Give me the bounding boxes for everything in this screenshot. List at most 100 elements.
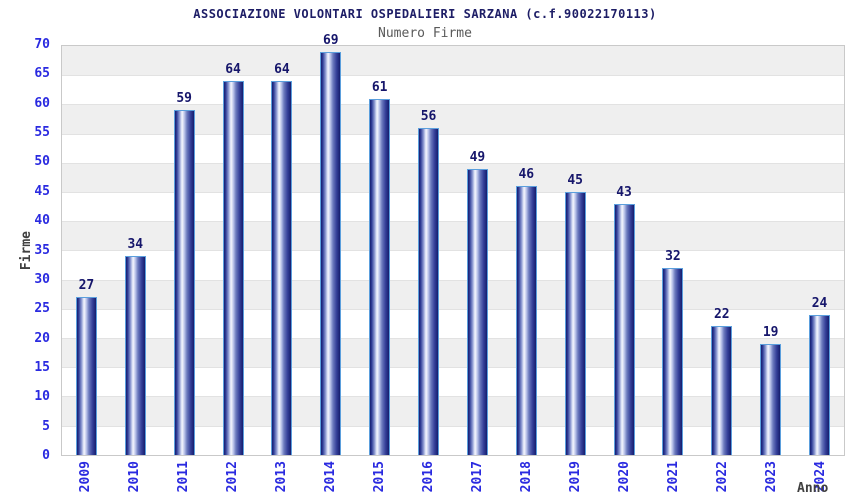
bar-slot-2019: 45 bbox=[551, 46, 600, 455]
x-tick-slot: 2023 bbox=[747, 461, 796, 499]
bar-slot-2009: 27 bbox=[62, 46, 111, 455]
bar-slot-2011: 59 bbox=[160, 46, 209, 455]
x-tick-label: 2009 bbox=[77, 461, 93, 493]
y-tick-label: 65 bbox=[34, 66, 50, 82]
y-axis-ticks: 0 5 10 15 20 25 30 35 40 45 50 55 60 65 70 bbox=[0, 37, 50, 463]
x-tick-label: 2014 bbox=[322, 461, 338, 493]
bar-slot-2018: 46 bbox=[502, 46, 551, 455]
x-tick-slot: 2017 bbox=[453, 461, 502, 499]
x-tick-label: 2021 bbox=[665, 461, 681, 493]
x-tick-label: 2020 bbox=[616, 461, 632, 493]
grid-band bbox=[62, 250, 844, 279]
bar-value-label: 56 bbox=[420, 108, 437, 124]
grid-band bbox=[62, 367, 844, 396]
bar-2015 bbox=[369, 98, 391, 455]
x-tick-label: 2012 bbox=[224, 461, 240, 493]
x-axis-title: Anno bbox=[797, 481, 829, 496]
bar-2023 bbox=[760, 344, 782, 455]
bar-value-label: 34 bbox=[127, 237, 144, 253]
grid-band bbox=[62, 46, 844, 76]
bar-2009 bbox=[75, 297, 97, 455]
bar-value-label: 45 bbox=[567, 173, 584, 189]
bar-slot-2014: 69 bbox=[306, 34, 355, 455]
bar-2022 bbox=[711, 326, 733, 455]
bar-slot-2013: 64 bbox=[258, 46, 307, 455]
x-tick-label: 2015 bbox=[371, 461, 387, 493]
bar-slot-2017: 49 bbox=[453, 46, 502, 455]
x-tick-slot: 2014 bbox=[306, 461, 355, 499]
bar-2019 bbox=[564, 192, 586, 455]
chart-subtitle: Numero Firme bbox=[378, 26, 472, 41]
bar-value-label: 61 bbox=[371, 79, 388, 95]
y-tick-label: 40 bbox=[34, 213, 50, 229]
bar-2021 bbox=[662, 268, 684, 455]
y-tick-label: 55 bbox=[34, 125, 50, 141]
x-tick-label: 2023 bbox=[763, 461, 779, 493]
bar-slot-2012: 64 bbox=[209, 46, 258, 455]
bar-value-label: 59 bbox=[176, 91, 193, 107]
chart-title: ASSOCIAZIONE VOLONTARI OSPEDALIERI SARZA… bbox=[193, 7, 657, 21]
x-tick-slot: 2011 bbox=[159, 461, 208, 499]
bar-2020 bbox=[613, 203, 635, 455]
bar-value-label: 22 bbox=[713, 307, 730, 323]
bar-slot-2023: 19 bbox=[746, 46, 795, 455]
x-tick-label: 2013 bbox=[273, 461, 289, 493]
bar-2011 bbox=[173, 110, 195, 455]
bar-slot-2010: 34 bbox=[111, 46, 160, 455]
bar-slot-2024: 24 bbox=[795, 46, 844, 455]
bar-2024 bbox=[809, 314, 831, 455]
bar-2018 bbox=[515, 186, 537, 455]
y-tick-label: 0 bbox=[42, 448, 50, 463]
bar-slot-2021: 32 bbox=[649, 46, 698, 455]
x-tick-slot: 2019 bbox=[551, 461, 600, 499]
x-tick-label: 2016 bbox=[420, 461, 436, 493]
bar-value-label: 64 bbox=[225, 62, 241, 78]
bar-slot-2016: 56 bbox=[404, 46, 453, 455]
y-tick-label: 50 bbox=[34, 154, 50, 170]
bar-value-label: 19 bbox=[762, 325, 779, 340]
y-tick-label: 35 bbox=[34, 242, 50, 258]
y-tick-label: 25 bbox=[34, 301, 50, 317]
x-tick-slot: 2015 bbox=[355, 461, 404, 499]
bar-value-label: 46 bbox=[518, 167, 535, 183]
bar-2012 bbox=[222, 81, 244, 455]
bar-2016 bbox=[418, 127, 440, 455]
x-tick-slot: 2021 bbox=[649, 461, 698, 499]
grid-band bbox=[62, 308, 844, 338]
plot-area: 27 34 59 64 64 69 61 56 49 46 45 43 32 22 19 24 bbox=[61, 34, 845, 456]
bar-value-label: 32 bbox=[665, 249, 681, 265]
bar-value-label: 69 bbox=[322, 32, 339, 48]
y-tick-label: 5 bbox=[42, 418, 50, 434]
x-tick-slot: 2020 bbox=[600, 461, 649, 499]
x-tick-label: 2018 bbox=[518, 461, 534, 493]
x-tick-label: 2011 bbox=[175, 461, 191, 493]
bar-slot-2015: 61 bbox=[355, 46, 404, 455]
bar-value-label: 27 bbox=[78, 278, 95, 294]
y-tick-label: 20 bbox=[34, 330, 50, 346]
grid-band bbox=[62, 75, 844, 104]
bar-slot-2020: 43 bbox=[600, 46, 649, 455]
x-tick-label: 2010 bbox=[126, 461, 142, 493]
y-tick-label: 60 bbox=[34, 95, 50, 111]
grid-band bbox=[62, 133, 844, 163]
x-tick-label: 2019 bbox=[567, 461, 583, 493]
grid-band bbox=[62, 192, 844, 221]
bar-2017 bbox=[466, 168, 488, 455]
y-tick-label: 45 bbox=[34, 183, 50, 199]
x-tick-slot: 2018 bbox=[502, 461, 551, 499]
bar-2014 bbox=[320, 51, 342, 455]
y-tick-label: 30 bbox=[34, 271, 50, 287]
x-tick-slot: 2010 bbox=[110, 461, 159, 499]
bar-value-label: 49 bbox=[469, 149, 486, 165]
x-tick-slot: 2016 bbox=[404, 461, 453, 499]
bar-slot-2022: 22 bbox=[697, 46, 746, 455]
bar-value-label: 24 bbox=[811, 295, 828, 311]
x-axis-ticks: 2009 2010 2011 2012 2013 2014 2015 2016 2017 2018… bbox=[61, 461, 845, 499]
bars-container: 27 34 59 64 64 69 61 56 49 46 45 43 32 22 19 24 bbox=[62, 34, 844, 455]
y-tick-label: 15 bbox=[34, 359, 50, 375]
bar-2010 bbox=[124, 256, 146, 455]
bar-value-label: 64 bbox=[274, 62, 290, 78]
x-tick-slot: 2013 bbox=[257, 461, 306, 499]
x-tick-slot: 2012 bbox=[208, 461, 257, 499]
